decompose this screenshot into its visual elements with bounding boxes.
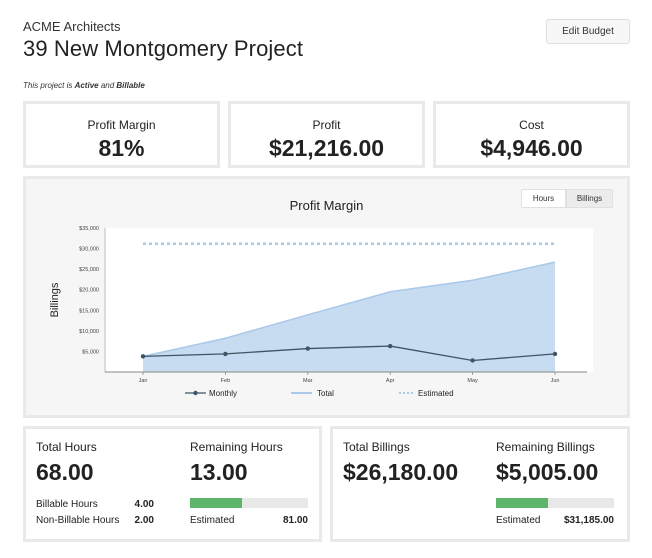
kpi-card-profit: Profit $21,216.00 bbox=[228, 101, 425, 168]
total-hours-value: 68.00 bbox=[36, 459, 94, 485]
legend-estimated-label: Estimated bbox=[418, 389, 454, 398]
hours-progress-bar bbox=[190, 498, 308, 508]
kpi-label: Profit Margin bbox=[87, 118, 156, 132]
billings-estimated-label: Estimated bbox=[496, 515, 541, 526]
profit-margin-chart: $5,000 $10,000 $15,000 $20,000 $25,000 $30,00… bbox=[49, 226, 593, 398]
kpi-label: Cost bbox=[519, 118, 544, 132]
hours-progress-fill bbox=[190, 498, 242, 508]
monthly-point bbox=[552, 351, 558, 357]
legend-total-label: Total bbox=[317, 389, 334, 398]
total-area bbox=[143, 262, 555, 372]
nonbillable-hours-label: Non-Billable Hours bbox=[36, 515, 120, 526]
billable-hours-label: Billable Hours bbox=[36, 499, 98, 510]
monthly-point bbox=[388, 343, 393, 349]
y-tick-label: $25,000 bbox=[79, 267, 99, 273]
remaining-hours-value: 13.00 bbox=[190, 459, 248, 485]
monthly-point bbox=[140, 354, 146, 359]
kpi-value: $21,216.00 bbox=[268, 135, 385, 161]
y-tick-label: $30,000 bbox=[79, 247, 99, 253]
monthly-point bbox=[305, 346, 310, 351]
status-and: and bbox=[98, 81, 117, 90]
billings-progress-bar bbox=[496, 498, 614, 508]
legend-monthly-point bbox=[193, 390, 198, 396]
monthly-line bbox=[142, 345, 556, 362]
y-tick-label: $15,000 bbox=[79, 308, 99, 314]
total-billings-value: $26,180.00 bbox=[343, 459, 459, 485]
remaining-billings-value: $5,005.00 bbox=[496, 459, 599, 485]
y-tick-label: $5,000 bbox=[82, 349, 99, 355]
page-title: 39 New Montgomery Project bbox=[23, 36, 304, 61]
status-prefix: This project is bbox=[23, 81, 75, 90]
nonbillable-hours-value: 2.00 bbox=[134, 515, 154, 526]
x-tick-label: Jun bbox=[551, 378, 560, 384]
x-tick-label: May bbox=[467, 378, 478, 384]
status-active: Active bbox=[74, 81, 99, 90]
x-tick-label: Jan bbox=[139, 378, 148, 384]
x-tick-label: Feb bbox=[221, 378, 230, 384]
billable-hours-value: 4.00 bbox=[134, 499, 154, 510]
remaining-hours-label: Remaining Hours bbox=[190, 440, 283, 454]
y-tick-label: $10,000 bbox=[79, 329, 99, 335]
billings-card: Total Billings $26,180.00 Remaining Bill… bbox=[330, 426, 630, 542]
total-line bbox=[142, 261, 556, 358]
monthly-point bbox=[470, 358, 475, 363]
hours-card: Total Hours 68.00 Remaining Hours 13.00 … bbox=[23, 426, 322, 542]
chart-card: Profit Margin Hours Billings $5,000 $10,0… bbox=[23, 176, 630, 418]
monthly-point bbox=[223, 351, 228, 357]
remaining-billings-label: Remaining Billings bbox=[496, 440, 595, 454]
total-hours-label: Total Hours bbox=[36, 440, 97, 454]
kpi-value: $4,946.00 bbox=[480, 135, 583, 161]
status-billable: Billable bbox=[116, 81, 145, 90]
project-status: This project is Active and Billable bbox=[23, 81, 145, 90]
kpi-value: 81% bbox=[98, 135, 145, 161]
y-tick-label: $20,000 bbox=[79, 288, 99, 294]
chart-title: Profit Margin bbox=[289, 198, 364, 213]
y-axis-label: Billings bbox=[49, 282, 61, 317]
billings-estimated-value: $31,185.00 bbox=[563, 515, 614, 526]
y-tick-label: $35,000 bbox=[79, 226, 99, 232]
total-billings-label: Total Billings bbox=[343, 440, 410, 454]
edit-budget-button[interactable]: Edit Budget bbox=[546, 19, 630, 44]
kpi-card-profit-margin: Profit Margin 81% bbox=[23, 101, 220, 168]
toggle-hours[interactable]: Hours bbox=[521, 189, 566, 208]
x-tick-label: Apr bbox=[386, 378, 395, 384]
legend-monthly-label: Monthly bbox=[209, 389, 237, 398]
kpi-label: Profit bbox=[312, 118, 341, 132]
hours-estimated-label: Estimated bbox=[190, 515, 235, 526]
hours-estimated-value: 81.00 bbox=[282, 515, 308, 526]
x-tick-label: Mar bbox=[303, 378, 313, 384]
billings-progress-fill bbox=[496, 498, 548, 508]
toggle-billings[interactable]: Billings bbox=[566, 189, 613, 208]
kpi-card-cost: Cost $4,946.00 bbox=[433, 101, 630, 168]
client-name: ACME Architects bbox=[23, 19, 121, 34]
